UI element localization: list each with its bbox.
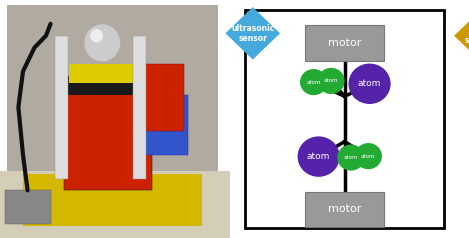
Text: atom: atom [324,78,338,84]
FancyBboxPatch shape [138,95,189,155]
Circle shape [338,145,364,170]
Text: ultrasonic
sensor: ultrasonic sensor [231,24,274,43]
FancyBboxPatch shape [64,76,151,95]
FancyBboxPatch shape [305,192,385,227]
FancyBboxPatch shape [245,10,444,228]
Text: atom: atom [358,79,381,88]
Circle shape [85,25,120,61]
FancyBboxPatch shape [55,36,68,178]
Circle shape [356,144,381,169]
Text: atom: atom [307,152,330,161]
FancyBboxPatch shape [0,171,230,238]
Text: atom: atom [306,79,321,85]
Circle shape [298,137,339,176]
Circle shape [91,30,102,42]
Circle shape [318,69,344,93]
Text: motor: motor [328,38,362,48]
FancyBboxPatch shape [7,5,218,233]
FancyBboxPatch shape [64,83,151,190]
FancyBboxPatch shape [69,64,138,83]
FancyBboxPatch shape [305,25,385,61]
Text: atom: atom [344,155,358,160]
Polygon shape [226,7,280,60]
FancyBboxPatch shape [5,190,51,224]
Text: light
sensor: light sensor [464,26,469,45]
FancyBboxPatch shape [133,36,146,178]
Text: atom: atom [361,154,376,159]
Circle shape [301,70,326,94]
FancyBboxPatch shape [143,64,184,131]
Text: motor: motor [328,204,362,214]
Circle shape [349,64,390,103]
FancyBboxPatch shape [23,174,202,226]
Polygon shape [454,12,469,60]
